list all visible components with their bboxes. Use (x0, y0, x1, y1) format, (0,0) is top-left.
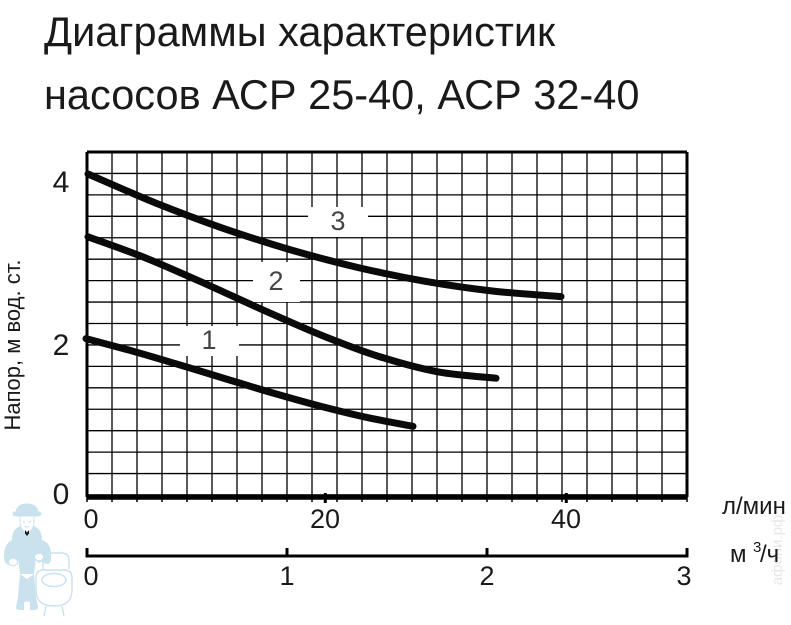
svg-text:/ч: /ч (760, 541, 779, 568)
svg-text:1: 1 (279, 561, 294, 591)
svg-text:л/мин: л/мин (722, 493, 786, 520)
svg-text:0: 0 (83, 561, 98, 591)
svg-text:2: 2 (53, 329, 70, 362)
svg-text:2: 2 (479, 561, 494, 591)
svg-text:1: 1 (201, 325, 216, 355)
svg-text:м: м (730, 541, 747, 568)
svg-text:3: 3 (676, 561, 691, 591)
svg-text:0: 0 (53, 478, 70, 511)
svg-text:0: 0 (83, 504, 98, 534)
svg-text:Напор, м вод. ст.: Напор, м вод. ст. (0, 260, 25, 431)
svg-text:4: 4 (53, 166, 70, 199)
svg-text:20: 20 (310, 504, 340, 534)
svg-text:40: 40 (551, 504, 581, 534)
svg-text:2: 2 (268, 266, 283, 296)
svg-text:3: 3 (330, 206, 345, 236)
